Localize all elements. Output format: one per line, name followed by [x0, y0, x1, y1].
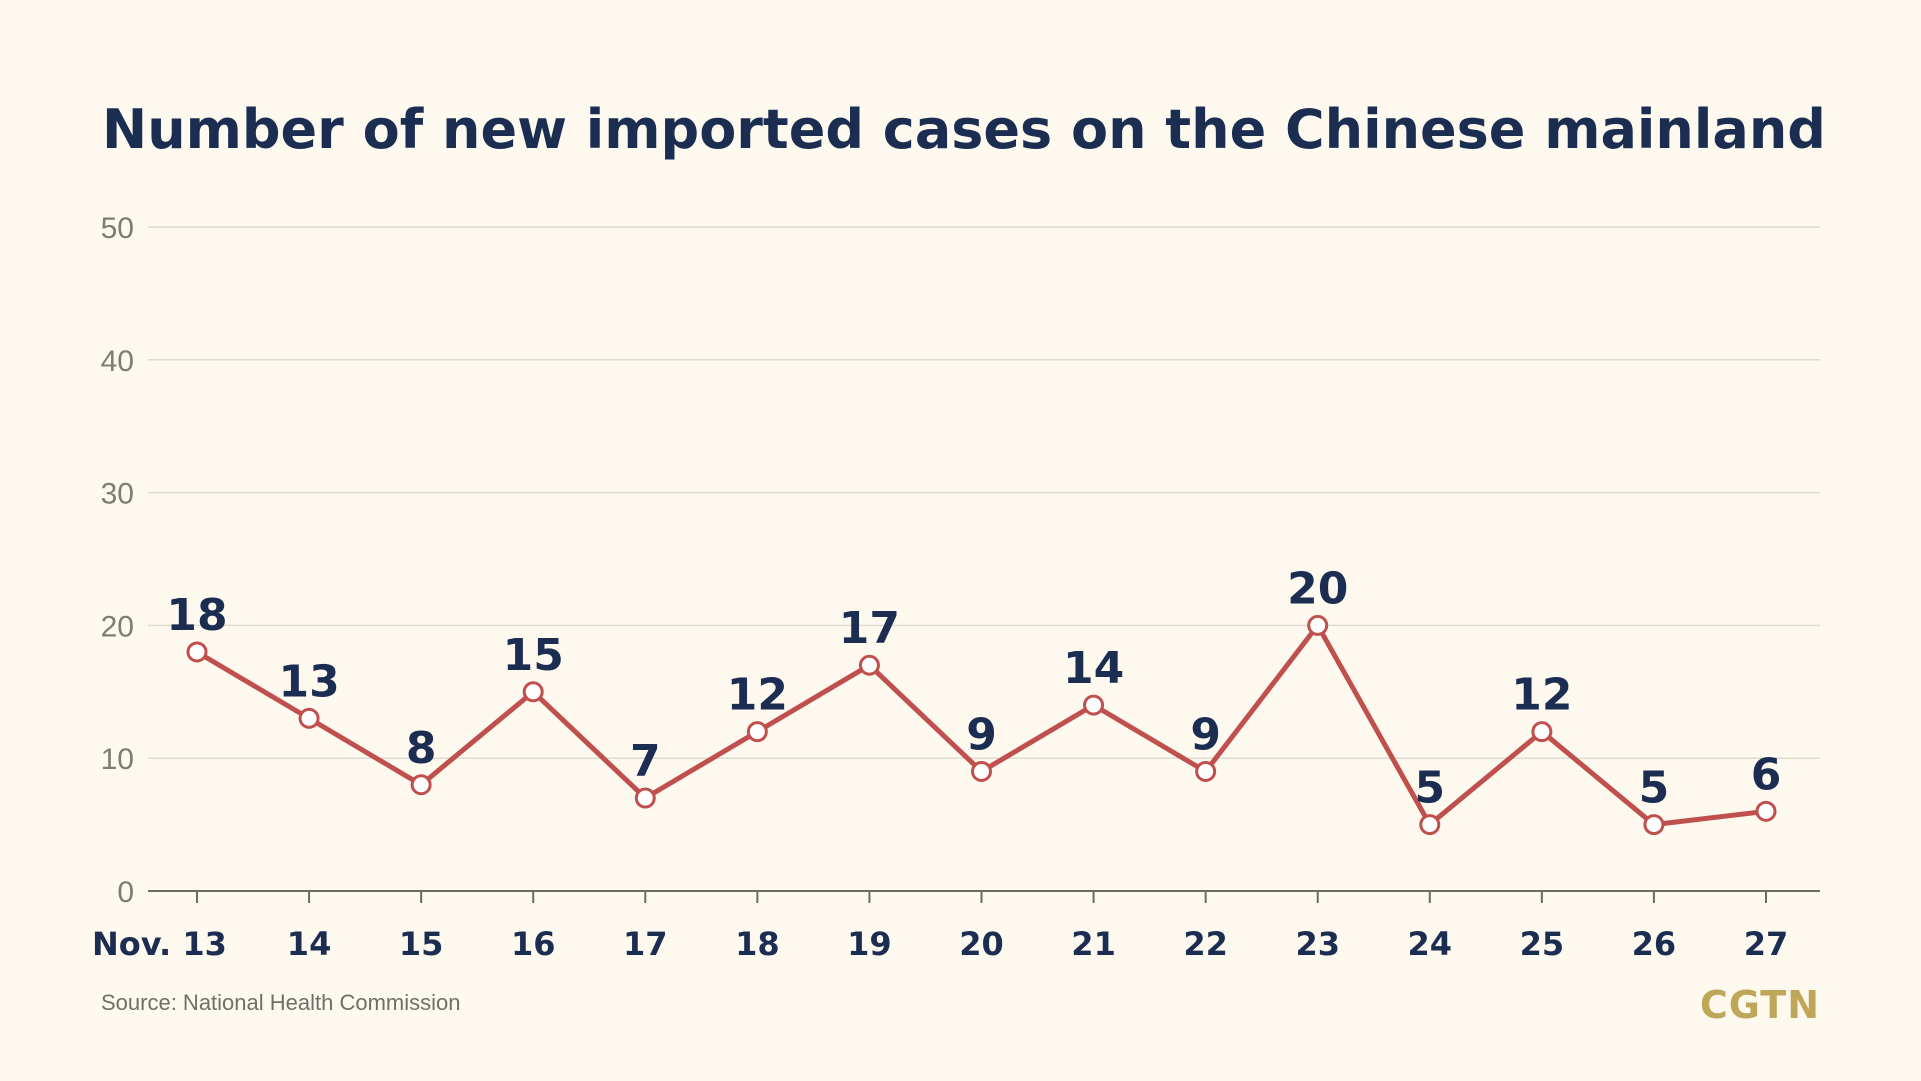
x-tick-label: 17 — [623, 925, 668, 963]
data-label: 18 — [166, 590, 227, 641]
source-note: Source: National Health Commission — [101, 990, 461, 1015]
data-point — [186, 641, 208, 663]
data-point — [1643, 814, 1665, 836]
data-point — [410, 774, 432, 796]
data-label: 20 — [1287, 563, 1348, 614]
x-tick-label: 16 — [511, 925, 556, 963]
x-tick-label: 26 — [1632, 925, 1677, 963]
data-point — [1307, 614, 1329, 636]
data-point — [522, 681, 544, 703]
brand-logo: CGTN — [1700, 983, 1820, 1027]
data-point — [1755, 800, 1777, 822]
data-label: 13 — [278, 656, 339, 707]
data-label: 14 — [1063, 643, 1124, 694]
y-tick-label: 30 — [101, 478, 134, 511]
data-label: 15 — [503, 630, 564, 681]
data-label: 12 — [1511, 670, 1572, 721]
data-point — [298, 707, 320, 729]
y-tick-label: 50 — [101, 212, 134, 245]
data-point — [858, 654, 880, 676]
data-label: 5 — [1414, 763, 1445, 814]
data-labels: 18 13 8 15 7 12 17 9 14 9 20 5 12 5 6 — [166, 563, 1781, 813]
x-tick-label: 23 — [1295, 925, 1340, 963]
data-point — [1195, 760, 1217, 782]
x-tick-label: 19 — [847, 925, 892, 963]
data-label: 12 — [727, 670, 788, 721]
data-label: 9 — [1190, 709, 1221, 760]
x-tick-label: 15 — [399, 925, 444, 963]
data-point — [1083, 694, 1105, 716]
x-tick-label: 25 — [1520, 925, 1565, 963]
y-tick-label: 0 — [117, 876, 134, 909]
data-point — [1419, 814, 1441, 836]
data-label: 7 — [630, 736, 661, 787]
data-label: 6 — [1751, 749, 1782, 800]
data-points — [186, 614, 1777, 836]
data-label: 9 — [966, 709, 997, 760]
x-axis-ticks: Nov. 13 14 15 16 17 18 19 20 21 22 23 24 25 26 27 — [92, 891, 1788, 963]
x-tick-label: 24 — [1408, 925, 1453, 963]
y-tick-label: 20 — [101, 610, 134, 643]
x-tick-label: 18 — [735, 925, 780, 963]
x-tick-label: 21 — [1071, 925, 1116, 963]
data-point — [746, 721, 768, 743]
data-label: 17 — [839, 603, 900, 654]
data-label: 5 — [1639, 763, 1670, 814]
data-point — [971, 760, 992, 782]
y-tick-label: 40 — [101, 345, 134, 378]
x-tick-label: 20 — [959, 925, 1004, 963]
x-tick-label: 14 — [287, 925, 332, 963]
data-label: 8 — [406, 723, 437, 774]
data-point — [1531, 721, 1553, 743]
data-point — [634, 787, 656, 809]
y-tick-label: 10 — [101, 743, 134, 776]
gridlines — [148, 226, 1820, 759]
x-tick-label: Nov. 13 — [92, 925, 227, 963]
y-axis-ticks: 0 10 20 30 40 50 — [101, 212, 134, 909]
x-tick-label: 22 — [1183, 925, 1228, 963]
x-tick-label: 27 — [1744, 925, 1789, 963]
chart-title: Number of new imported cases on the Chin… — [102, 98, 1826, 161]
